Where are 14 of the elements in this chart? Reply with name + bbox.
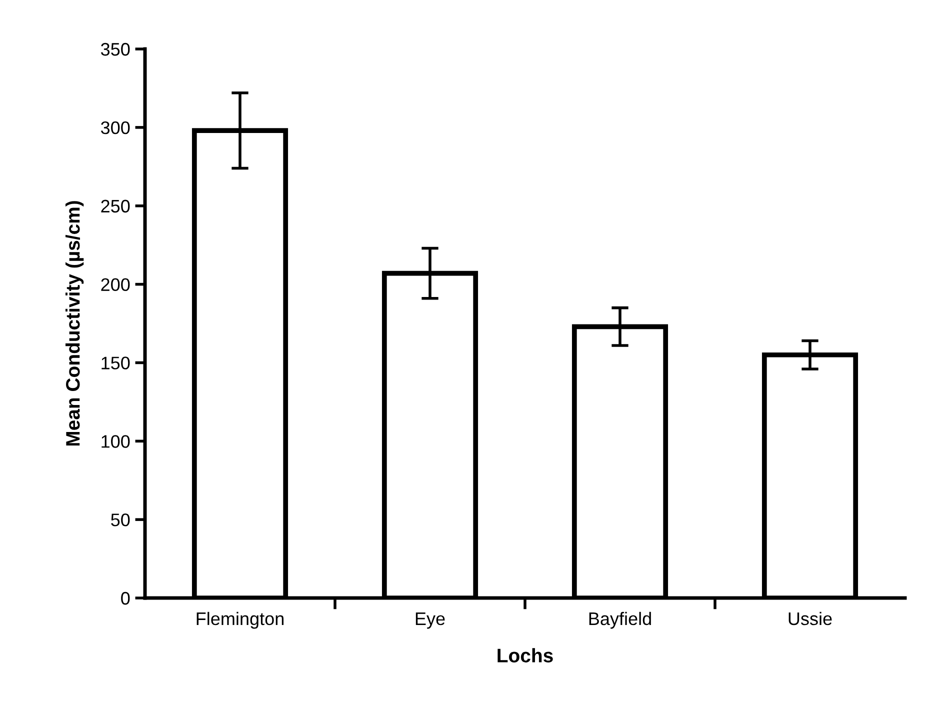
x-axis-title: Lochs	[498, 648, 553, 662]
y-axis-title: Mean Conductivity (µs/cm)	[65, 201, 84, 446]
y-tick-label: 250	[101, 200, 130, 213]
y-tick-label: 300	[100, 121, 130, 134]
y-tick-label: 0	[121, 592, 130, 605]
x-tick-label: Eye	[416, 612, 445, 629]
x-tick-label: Ussie	[788, 612, 832, 626]
y-tick-label: 100	[102, 435, 130, 448]
x-tick-label: Flemington	[196, 612, 284, 629]
y-tick-label: 350	[100, 42, 130, 56]
x-tick-label: Bayfield	[589, 612, 651, 629]
y-tick-label: 150	[102, 356, 130, 370]
y-tick-label: 50	[111, 514, 130, 526]
y-tick-label: 200	[101, 278, 130, 292]
